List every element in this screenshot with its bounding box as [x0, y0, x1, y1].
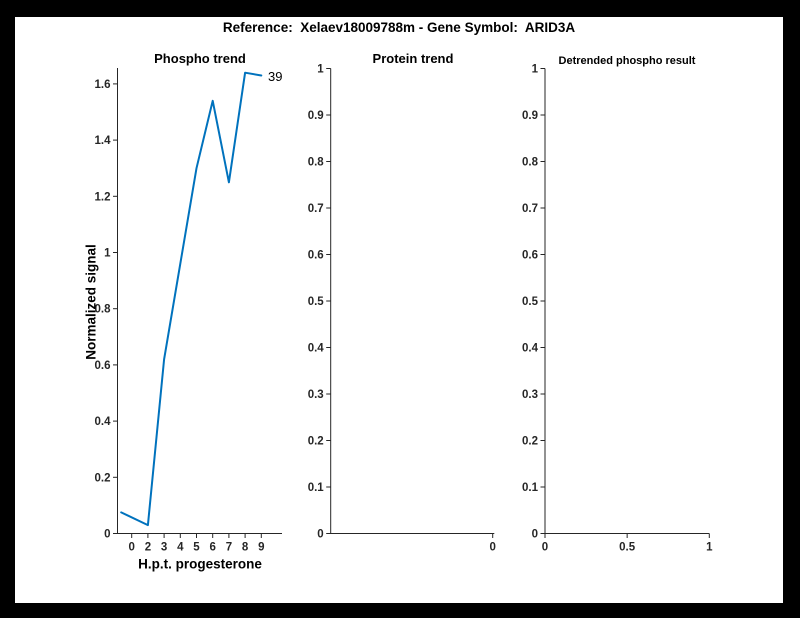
y-tick-label: 1 — [317, 64, 324, 76]
y-tick-label: 0.6 — [95, 360, 111, 372]
y-tick-label: 0.2 — [308, 436, 324, 448]
x-tick-label: 9 — [258, 542, 264, 554]
y-tick-label: 0.2 — [95, 472, 111, 484]
y-tick-label: 0.5 — [522, 296, 539, 308]
y-tick-label: 1.6 — [95, 79, 111, 91]
x-tick-label: 5 — [193, 542, 200, 554]
y-tick-label: 0.7 — [308, 203, 324, 215]
y-tick-label: 0.8 — [522, 157, 539, 169]
y-tick-label: 0.9 — [308, 110, 324, 122]
y-tick-label: 0 — [317, 529, 323, 541]
x-tick-label: 7 — [226, 542, 232, 554]
figure-canvas — [15, 17, 783, 603]
x-tick-label: 8 — [242, 542, 249, 554]
x-tick-label: 2 — [145, 542, 151, 554]
y-tick-label: 0.2 — [522, 436, 538, 448]
x-tick-label: 0 — [489, 542, 495, 554]
plot3-axes — [544, 68, 710, 534]
y-tick-label: 0 — [104, 529, 110, 541]
y-tick-label: 0.5 — [308, 296, 325, 308]
y-tick-label: 0.1 — [308, 482, 325, 494]
y-tick-label: 1 — [104, 248, 111, 260]
y-tick-label: 0.6 — [522, 250, 538, 262]
y-tick-label: 0.3 — [308, 389, 324, 401]
y-tick-label: 0.8 — [95, 304, 112, 316]
y-tick-label: 0.4 — [522, 343, 539, 355]
y-tick-label: 0 — [532, 529, 538, 541]
x-tick-label: 6 — [209, 542, 215, 554]
plot1-title: Phospho trend — [154, 51, 246, 66]
y-tick-label: 1.2 — [95, 191, 111, 203]
plot1-x-axis-label: H.p.t. progesterone — [138, 556, 262, 572]
y-tick-label: 0.4 — [95, 416, 112, 428]
y-tick-label: 0.8 — [308, 157, 325, 169]
x-tick-label: 0 — [542, 542, 548, 554]
y-tick-label: 0.9 — [522, 110, 538, 122]
plot3-title: Detrended phospho result — [558, 55, 696, 67]
x-tick-label: 1 — [706, 542, 713, 554]
plot1-axes — [117, 68, 282, 534]
x-tick-label: 4 — [177, 542, 184, 554]
series-end-label: 39 — [268, 69, 283, 84]
y-tick-label: 1.4 — [95, 135, 112, 147]
plot2-title: Protein trend — [372, 51, 454, 66]
y-tick-label: 0.3 — [522, 389, 538, 401]
y-tick-label: 0.1 — [522, 482, 539, 494]
plot2-axes — [330, 68, 495, 534]
series-layer — [120, 71, 263, 527]
figure-title: Reference: Xelaev18009788m - Gene Symbol… — [222, 20, 576, 35]
x-tick-label: 0 — [128, 542, 134, 554]
y-tick-label: 0.4 — [308, 343, 325, 355]
x-tick-label: 0.5 — [619, 542, 636, 554]
y-tick-label: 0.7 — [522, 203, 538, 215]
phospho-trend-line — [120, 71, 263, 527]
y-tick-label: 0.6 — [308, 250, 324, 262]
plot1-y-axis-label: Normalized signal — [83, 244, 99, 360]
axes-layer: 00.20.40.60.811.21.41.60 2 3 4 5 6 7 8 900.10.20… — [95, 64, 714, 554]
y-tick-label: 1 — [532, 64, 539, 76]
x-tick-label: 3 — [161, 542, 167, 554]
